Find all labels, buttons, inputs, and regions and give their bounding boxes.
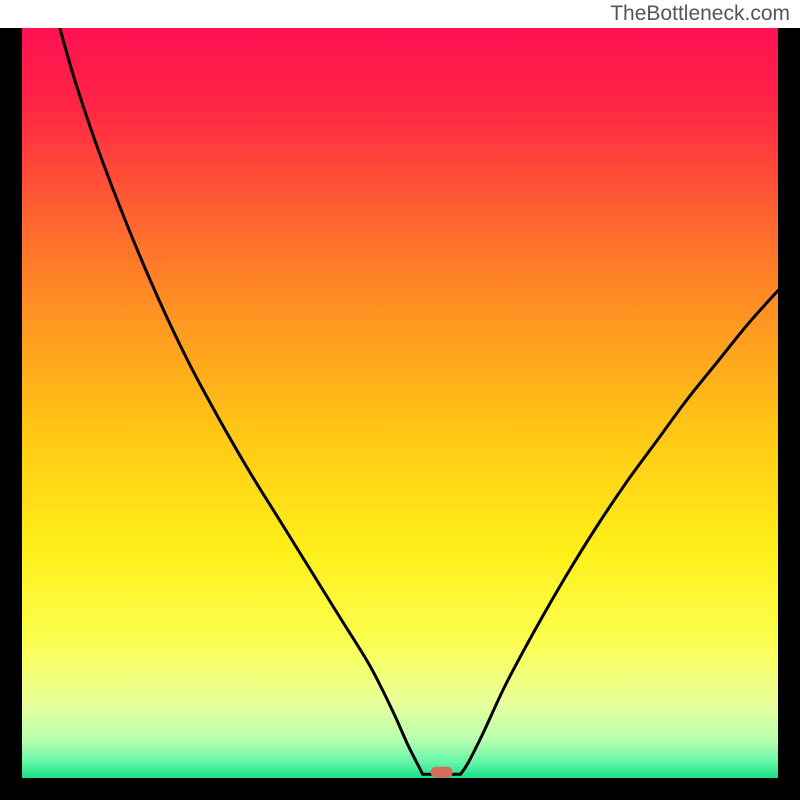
axis-border-bottom [0,778,800,800]
watermark-text: TheBottleneck.com [610,2,790,26]
curve-path [60,28,778,774]
bottleneck-curve [22,28,778,778]
axis-border-right [778,28,800,800]
plot-area [22,28,778,778]
optimal-marker [430,767,453,778]
axis-border-left [0,28,22,800]
chart-container: TheBottleneck.com [0,0,800,800]
